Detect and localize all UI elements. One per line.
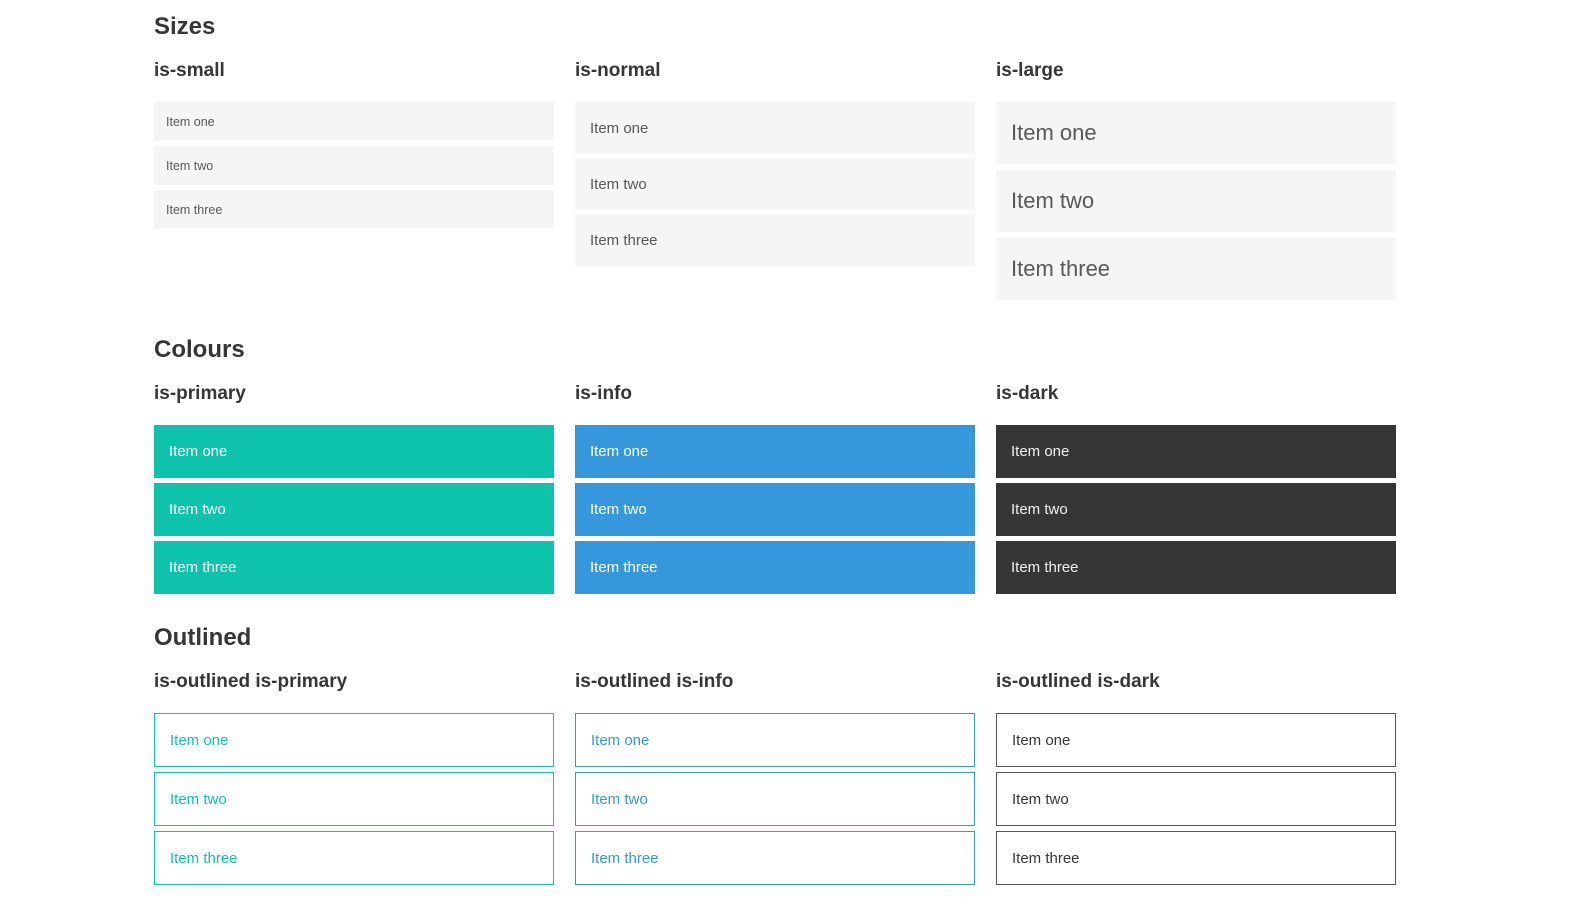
list-info: Item one Item two Item three (575, 425, 975, 594)
group-label-outlined-dark: is-outlined is-dark (996, 671, 1160, 692)
list-item[interactable]: Item two (996, 483, 1396, 536)
section-colours: Colours is-primary Item one Item two Ite… (154, 335, 1396, 599)
colours-grid: is-primary Item one Item two Item three … (154, 383, 1396, 599)
list-item[interactable]: Item three (575, 541, 975, 594)
section-title-sizes: Sizes (154, 13, 216, 40)
section-title-colours: Colours (154, 336, 245, 363)
section-sizes: Sizes is-small Item one Item two Item th… (154, 12, 1396, 306)
list-outlined-info: Item one Item two Item three (575, 713, 975, 885)
list-outlined-dark: Item one Item two Item three (996, 713, 1396, 885)
list-item[interactable]: Item one (575, 102, 975, 154)
list-primary: Item one Item two Item three (154, 425, 554, 594)
list-item[interactable]: Item three (154, 831, 554, 885)
list-item[interactable]: Item two (575, 772, 975, 826)
group-is-normal: is-normal Item one Item two Item three (575, 60, 975, 270)
list-item[interactable]: Item two (154, 483, 554, 536)
list-item[interactable]: Item two (154, 772, 554, 826)
list-item[interactable]: Item two (575, 483, 975, 536)
list-item[interactable]: Item three (996, 541, 1396, 594)
component-demo-page: Sizes is-small Item one Item two Item th… (154, 0, 1396, 890)
list-normal: Item one Item two Item three (575, 102, 975, 266)
list-item[interactable]: Item three (154, 190, 554, 229)
group-is-large: is-large Item one Item two Item three (996, 60, 1396, 306)
group-label-is-primary: is-primary (154, 383, 246, 404)
list-item[interactable]: Item two (996, 772, 1396, 826)
group-is-primary: is-primary Item one Item two Item three (154, 383, 554, 599)
list-item[interactable]: Item one (154, 102, 554, 141)
list-small: Item one Item two Item three (154, 102, 554, 229)
list-item[interactable]: Item one (154, 425, 554, 478)
group-label-is-info: is-info (575, 383, 632, 404)
group-label-outlined-primary: is-outlined is-primary (154, 671, 348, 692)
group-outlined-primary: is-outlined is-primary Item one Item two… (154, 671, 554, 890)
list-item[interactable]: Item one (575, 425, 975, 478)
group-label-is-small: is-small (154, 60, 225, 81)
list-large: Item one Item two Item three (996, 102, 1396, 300)
group-is-dark: is-dark Item one Item two Item three (996, 383, 1396, 599)
group-label-is-dark: is-dark (996, 383, 1059, 404)
group-outlined-info: is-outlined is-info Item one Item two It… (575, 671, 975, 890)
group-label-is-normal: is-normal (575, 60, 661, 81)
list-item[interactable]: Item two (575, 158, 975, 210)
list-item[interactable]: Item three (575, 831, 975, 885)
list-item[interactable]: Item two (996, 170, 1396, 232)
list-item[interactable]: Item three (996, 831, 1396, 885)
list-item[interactable]: Item one (996, 102, 1396, 164)
group-outlined-dark: is-outlined is-dark Item one Item two It… (996, 671, 1396, 890)
group-label-outlined-info: is-outlined is-info (575, 671, 734, 692)
list-item[interactable]: Item two (154, 146, 554, 185)
list-item[interactable]: Item one (996, 425, 1396, 478)
group-label-is-large: is-large (996, 60, 1064, 81)
list-item[interactable]: Item three (575, 214, 975, 266)
list-item[interactable]: Item one (575, 713, 975, 767)
list-item[interactable]: Item one (996, 713, 1396, 767)
list-outlined-primary: Item one Item two Item three (154, 713, 554, 885)
outlined-grid: is-outlined is-primary Item one Item two… (154, 671, 1396, 890)
group-is-info: is-info Item one Item two Item three (575, 383, 975, 599)
list-item[interactable]: Item one (154, 713, 554, 767)
section-outlined: Outlined is-outlined is-primary Item one… (154, 623, 1396, 890)
list-item[interactable]: Item three (996, 238, 1396, 300)
list-dark: Item one Item two Item three (996, 425, 1396, 594)
list-item[interactable]: Item three (154, 541, 554, 594)
section-title-outlined: Outlined (154, 624, 252, 651)
sizes-grid: is-small Item one Item two Item three is… (154, 60, 1396, 306)
group-is-small: is-small Item one Item two Item three (154, 60, 554, 234)
